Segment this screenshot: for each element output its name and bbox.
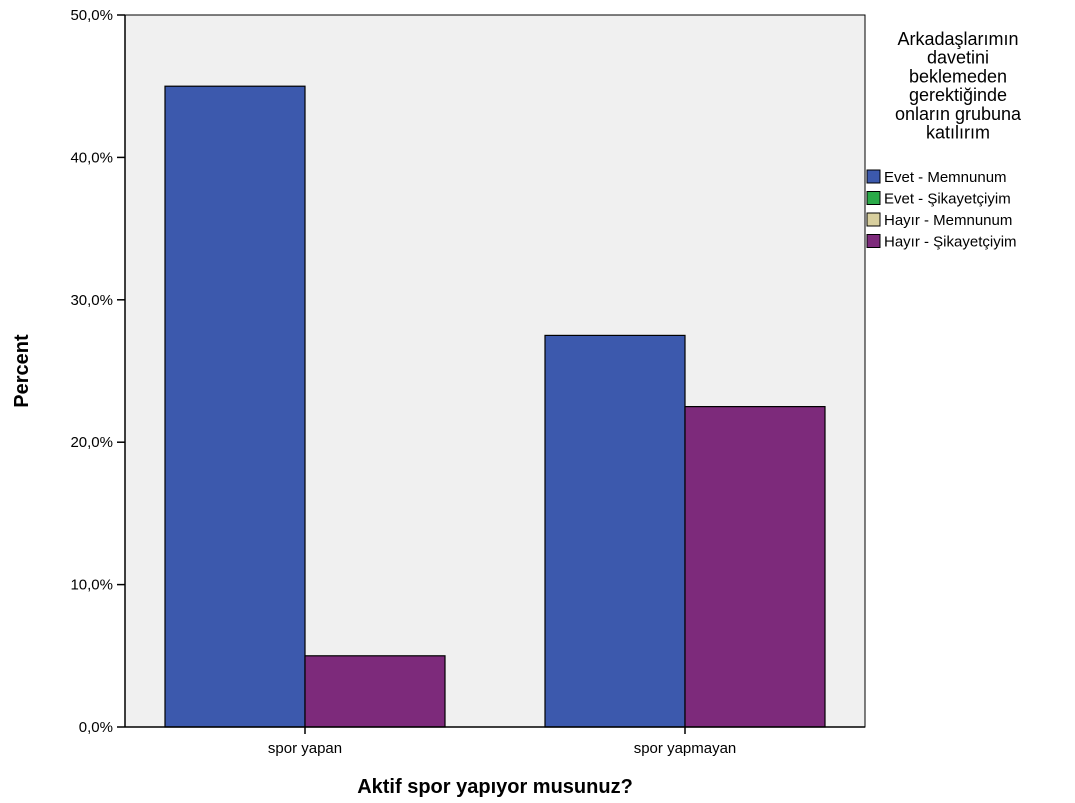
y-tick-label: 30,0% (70, 292, 113, 309)
x-axis-ticks: spor yapan spor yapmayan (268, 727, 736, 757)
legend-swatch (866, 212, 881, 227)
legend: Arkadaşlarımındavetinibeklemedengerektiğ… (866, 29, 1022, 251)
legend-swatch (866, 234, 881, 248)
legend-title-line: katılırım (926, 123, 990, 143)
legend-title-line: beklemeden (909, 66, 1007, 86)
x-tick-label: spor yapmayan (634, 740, 737, 757)
y-tick-label: 20,0% (70, 434, 113, 451)
bars-group (164, 85, 826, 728)
y-tick-label: 50,0% (70, 7, 113, 24)
legend-label: Evet - Memnunum (884, 169, 1007, 186)
y-axis-ticks: 0,0% 10,0% 20,0% 30,0% 40,0% 50,0% (70, 7, 125, 736)
legend-label: Hayır - Şikayetçiyim (884, 234, 1017, 251)
y-tick-label: 0,0% (79, 719, 113, 736)
x-tick-label: spor yapan (268, 740, 342, 757)
legend-title-line: davetini (927, 48, 989, 68)
legend-label: Hayır - Memnunum (884, 212, 1012, 229)
legend-swatch (866, 169, 881, 184)
legend-title-line: Arkadaşlarımın (897, 29, 1018, 49)
y-tick-label: 40,0% (70, 149, 113, 166)
y-axis-title: Percent (11, 334, 33, 408)
bar (304, 655, 446, 728)
bar (684, 406, 826, 728)
legend-title-line: gerektiğinde (909, 85, 1007, 105)
legend-title-line: onların grubuna (895, 104, 1022, 124)
legend-label: Evet - Şikayetçiyim (884, 191, 1011, 208)
legend-swatch (866, 191, 881, 205)
y-tick-label: 10,0% (70, 577, 113, 594)
bar (164, 85, 306, 728)
bar (544, 334, 686, 728)
x-axis-title: Aktif spor yapıyor musunuz? (357, 776, 633, 798)
